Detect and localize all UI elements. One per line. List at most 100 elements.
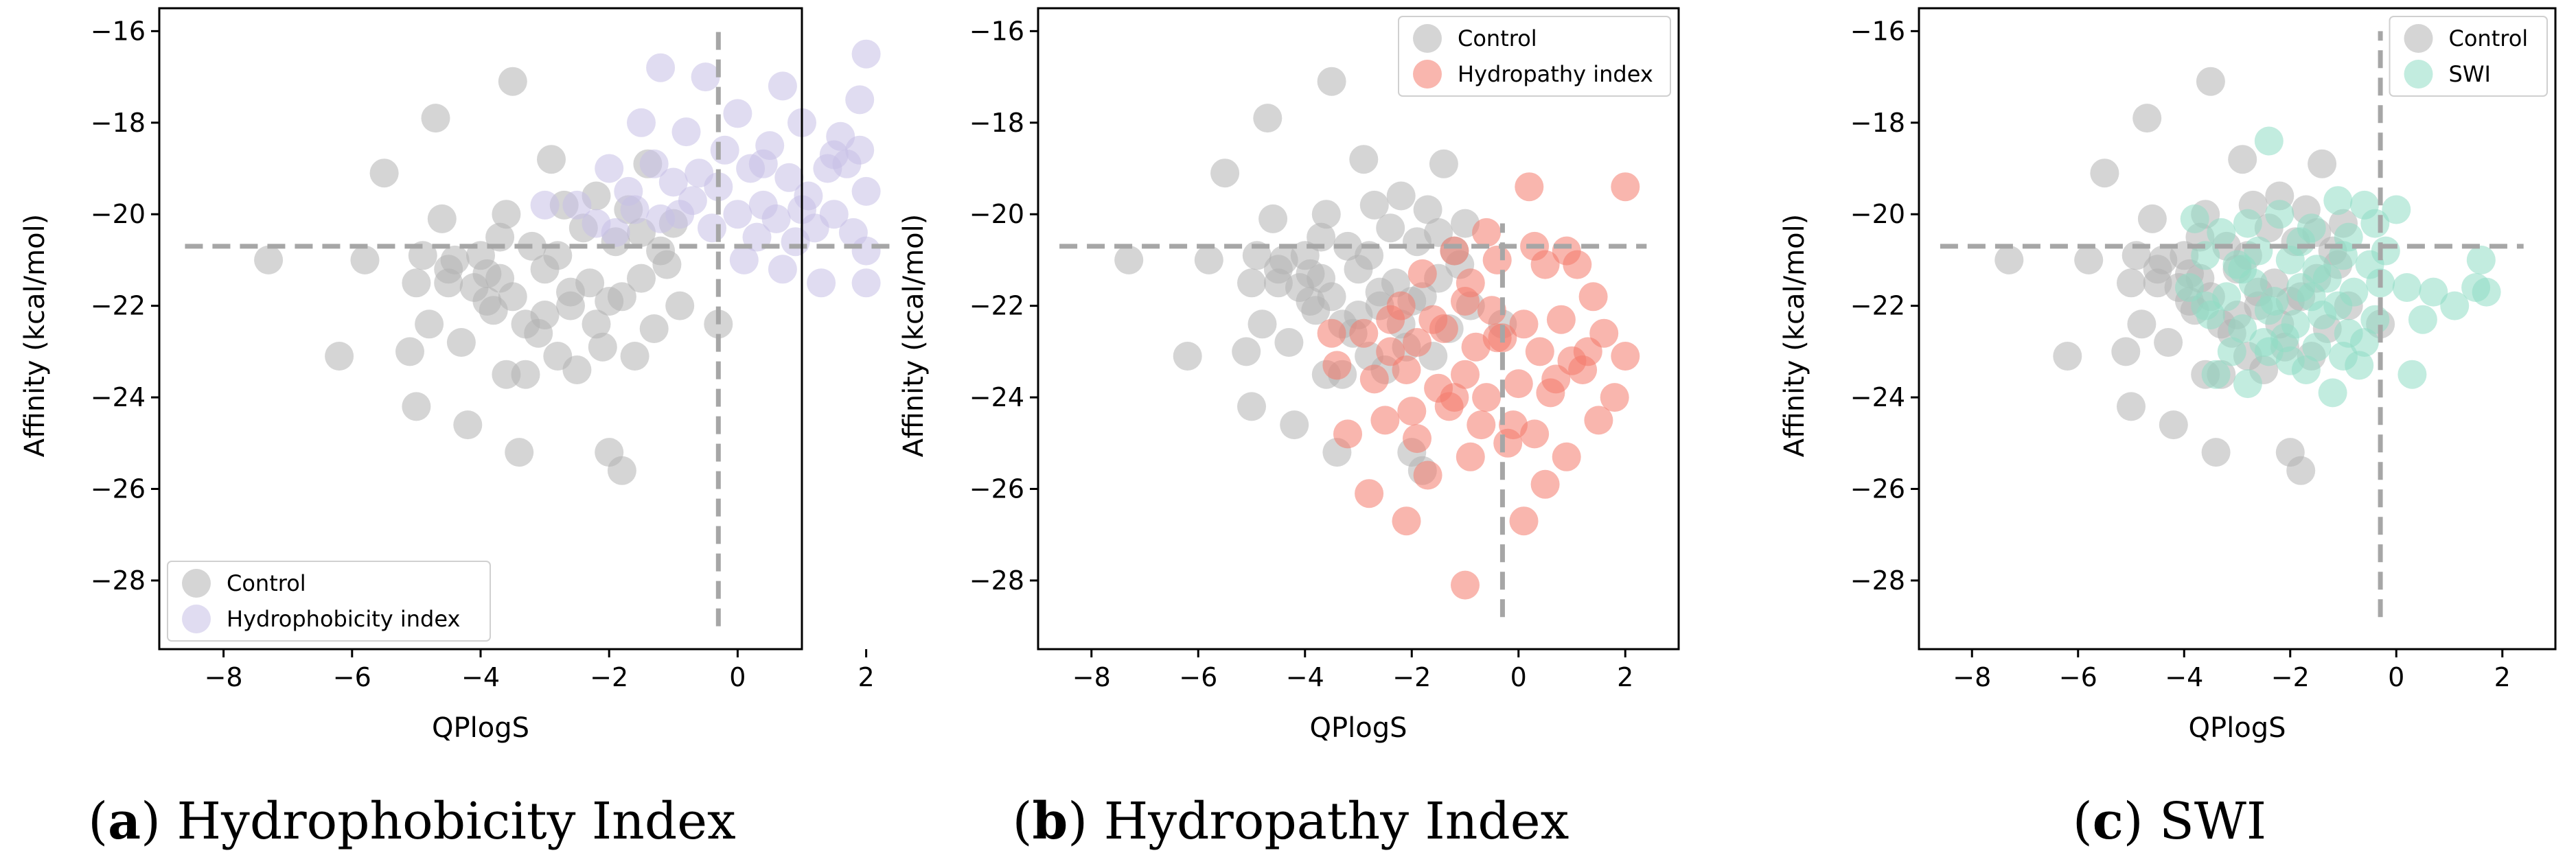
data-point-index [2233, 209, 2262, 238]
data-point-control [2196, 67, 2225, 96]
x-tick-label: 0 [1510, 662, 1527, 692]
data-point-index [729, 245, 759, 274]
data-point-index [1403, 328, 1431, 357]
data-point-index [1440, 383, 1469, 412]
data-point-index [2440, 291, 2470, 320]
data-point-control [2117, 392, 2146, 421]
y-tick-label: −28 [1850, 565, 1905, 596]
panel-caption: (a) Hydrophobicity Index [88, 792, 735, 851]
data-point-index [2265, 200, 2295, 229]
data-point-index [2382, 195, 2411, 224]
data-point-control [1237, 268, 1266, 298]
data-point-index [2228, 255, 2257, 284]
data-point-index [1509, 506, 1539, 536]
data-point-index [2291, 355, 2321, 384]
data-point-index [2297, 282, 2326, 312]
x-tick-label: −4 [461, 662, 500, 692]
data-point-index [2466, 245, 2496, 274]
y-tick-label: −28 [91, 565, 146, 596]
data-point-index [2360, 209, 2390, 238]
x-tick-label: −8 [1953, 662, 1991, 692]
data-point-index [1359, 364, 1389, 394]
panel-caption: (c) SWI [2073, 792, 2266, 851]
reference-lines [185, 31, 893, 627]
legend-label-hydropathy: Hydropathy index [1458, 61, 1653, 87]
data-point-control [511, 309, 540, 339]
data-point-index [1370, 406, 1400, 435]
data-point-index [671, 117, 701, 147]
data-point-index [2318, 378, 2347, 408]
data-point-control [395, 337, 424, 366]
data-point-control [620, 342, 649, 371]
data-point-index [1376, 305, 1405, 334]
panel-caption: (b) Hydropathy Index [1013, 792, 1569, 851]
data-point-index [2323, 291, 2353, 320]
x-axis-label: QPlogS [1310, 712, 1407, 744]
y-tick-label: −24 [969, 382, 1024, 412]
data-point-control [440, 245, 470, 274]
y-axis-ticks: −28 −26 −24 −22 −20 −18 −16 [969, 16, 1038, 596]
y-axis-label: Affinity (kcal/mol) [1779, 214, 1810, 458]
data-point-control [1376, 213, 1405, 243]
y-tick-label: −26 [1850, 474, 1905, 504]
data-point-index [2349, 328, 2379, 357]
y-tick-label: −24 [91, 382, 146, 412]
data-point-control [415, 309, 444, 339]
reference-lines [1940, 31, 2524, 618]
data-point-control [1994, 245, 2024, 274]
data-point-index [1482, 323, 1512, 353]
data-point-index [1440, 236, 1469, 266]
data-point-index [2254, 337, 2284, 366]
data-point-control [1307, 264, 1336, 293]
data-point-index [2286, 227, 2316, 257]
caption-text: SWI [2159, 792, 2266, 851]
scatter-points [1994, 67, 2501, 485]
data-point-index [768, 255, 797, 284]
data-point-control [2159, 410, 2188, 440]
data-point-control [350, 245, 380, 274]
data-point-index [1472, 218, 1502, 247]
data-point-control [421, 104, 450, 133]
data-point-control [2090, 159, 2119, 188]
data-point-control [2308, 149, 2337, 178]
caption-text: Hydrophobicity Index [177, 792, 736, 851]
data-point-control [427, 204, 457, 233]
y-tick-label: −16 [91, 16, 146, 46]
data-point-control [595, 287, 624, 316]
data-point-index [1392, 355, 1421, 384]
x-axis-ticks: −8 −6 −4 −2 0 2 [1953, 649, 2511, 692]
caption-letter: a [108, 792, 141, 851]
data-point-control [537, 145, 566, 174]
data-point-control [498, 67, 527, 96]
data-point-index [1349, 318, 1379, 348]
data-point-control [1253, 104, 1283, 133]
data-point-index [2345, 351, 2374, 380]
data-point-control [652, 250, 682, 279]
data-point-control [2111, 337, 2141, 366]
scatter-points [1114, 67, 1640, 600]
data-point-control [639, 314, 669, 343]
x-axis-ticks: −8 −6 −4 −2 0 2 [205, 649, 875, 692]
y-tick-label: −18 [969, 108, 1024, 138]
data-point-index [851, 268, 881, 298]
y-tick-label: −26 [969, 474, 1024, 504]
panel-b-hydropathy: −8 −6 −4 −2 0 2 −28−26−24−22−20−18−16 QPlogS … [898, 7, 1680, 851]
data-point-index [845, 85, 875, 115]
data-point-index [1451, 360, 1480, 389]
data-point-index [1530, 250, 1560, 279]
data-point-index [2254, 296, 2284, 325]
data-point-control [492, 360, 521, 389]
x-tick-label: −8 [1072, 662, 1111, 692]
data-point-index [1429, 314, 1458, 343]
data-point-control [1210, 159, 1240, 188]
data-point-control [1114, 245, 1144, 274]
data-point-control [1258, 204, 1288, 233]
data-point-index [1611, 342, 1640, 371]
panel-a-hydrophobicity: −8 −6 −4 −2 0 2 −28−26−24−22−20−18−16 QPlogS … [19, 7, 893, 851]
data-point-index [2323, 186, 2353, 215]
legend-marker-hydropathy [1413, 60, 1442, 89]
legend-label-control: Control [227, 570, 306, 596]
data-point-control [665, 291, 695, 320]
data-point-control [2117, 268, 2146, 298]
data-point-control [492, 200, 521, 229]
